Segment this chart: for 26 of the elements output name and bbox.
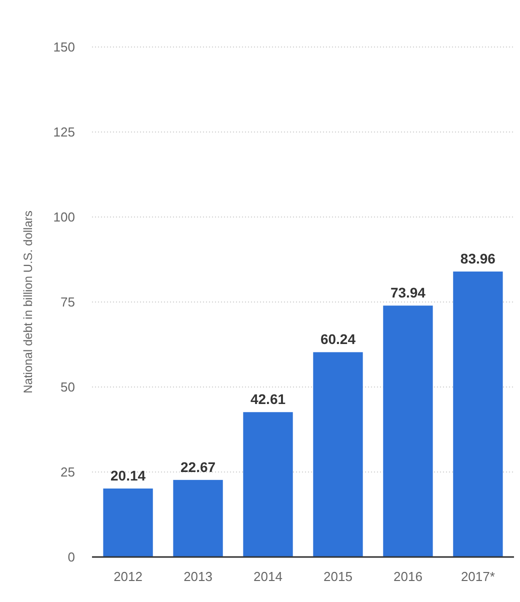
bar [313, 352, 363, 557]
bar [383, 306, 433, 557]
bar [453, 272, 503, 557]
y-tick-label: 100 [53, 210, 75, 225]
y-tick-label: 50 [60, 380, 75, 395]
data-label: 22.67 [180, 458, 216, 475]
data-label: 42.61 [250, 391, 286, 408]
x-tick-label: 2014 [254, 569, 282, 584]
y-tick-label: 25 [60, 464, 75, 480]
y-tick-label: 0 [68, 550, 75, 565]
bar [103, 488, 153, 557]
y-tick-label: 150 [53, 40, 75, 55]
x-tick-label: 2017* [460, 569, 495, 584]
x-tick-label: 2013 [184, 569, 212, 584]
data-label: 20.14 [110, 468, 146, 484]
y-tick-label: 125 [53, 124, 75, 140]
x-tick-label: 2012 [114, 569, 142, 584]
y-axis-title: National debt in billion U.S. dollars [21, 210, 35, 394]
bar [243, 412, 293, 557]
bar [173, 480, 223, 557]
y-tick-label: 75 [60, 294, 75, 310]
data-label: 60.24 [320, 331, 356, 348]
data-label: 73.94 [390, 284, 426, 301]
x-tick-label: 2015 [324, 569, 352, 584]
data-label: 83.96 [460, 250, 496, 267]
x-tick-label: 2016 [394, 569, 422, 584]
